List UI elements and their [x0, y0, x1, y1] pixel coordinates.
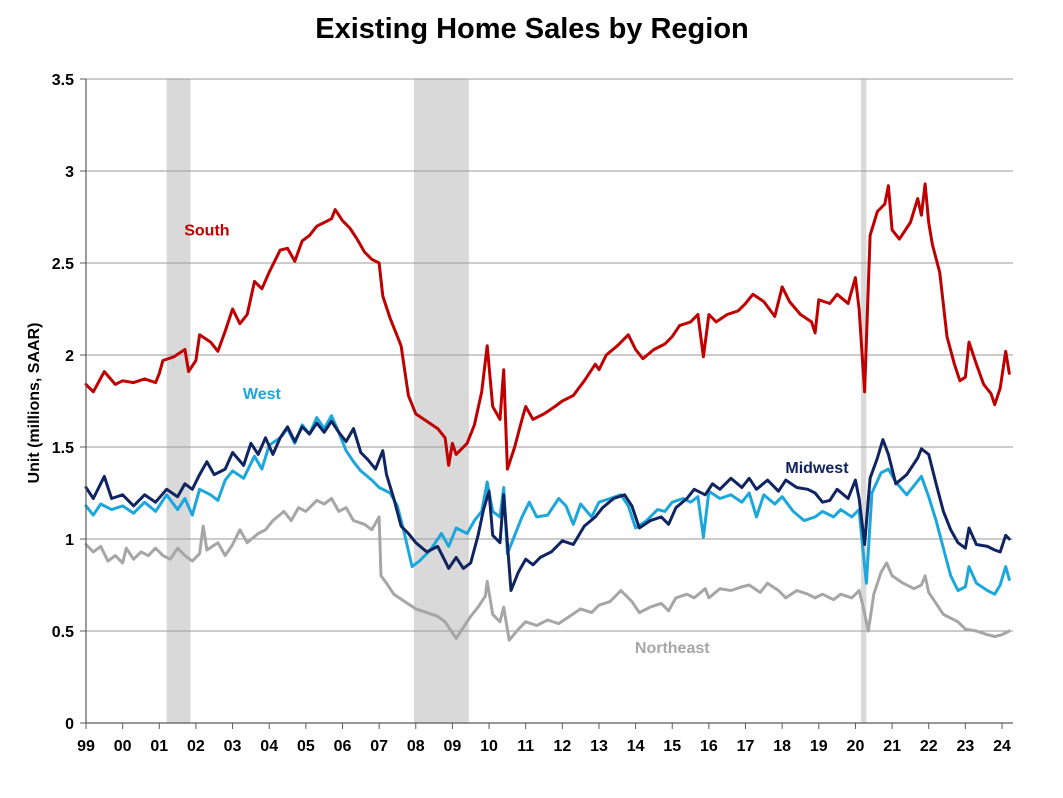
y-tick-labels: 0 0.5 1 1.5 2 2.5 3 3.5 — [52, 72, 74, 733]
x-tick-label-17: 16 — [700, 738, 718, 755]
x-tick-label-13: 12 — [553, 738, 571, 755]
recession-band-1 — [413, 79, 469, 723]
x-tick-label-8: 07 — [370, 738, 388, 755]
x-tick-label-18: 17 — [737, 738, 755, 755]
x-tick-label-25: 24 — [993, 738, 1011, 755]
x-tick-label-7: 06 — [334, 738, 352, 755]
south-series-label: South — [184, 222, 229, 239]
y-axis-label: Unit (millions, SAAR) — [26, 323, 43, 484]
series-labels: South West Midwest Northeast — [184, 222, 849, 657]
x-tick-label-1: 00 — [114, 738, 132, 755]
recession-band-2 — [860, 79, 867, 723]
x-tick-label-11: 10 — [480, 738, 498, 755]
y-tick-label-3: 1.5 — [52, 440, 74, 457]
y-tick-label-1: 0.5 — [52, 624, 74, 641]
west-series-label: West — [243, 386, 282, 403]
x-tick-label-23: 22 — [920, 738, 938, 755]
y-tick-label-4: 2 — [65, 348, 74, 365]
y-tick-label-2: 1 — [65, 532, 74, 549]
midwest-series-line — [84, 419, 1011, 592]
y-tick-label-5: 2.5 — [52, 256, 74, 273]
x-tick-label-5: 04 — [260, 738, 278, 755]
midwest-series-label: Midwest — [785, 460, 849, 477]
axes — [80, 78, 1013, 729]
x-tick-label-19: 18 — [773, 738, 791, 755]
chart-title: Existing Home Sales by Region — [315, 13, 749, 45]
y-tick-label-7: 3.5 — [52, 72, 74, 89]
x-tick-label-14: 13 — [590, 738, 608, 755]
y-tick-label-0: 0 — [65, 716, 74, 733]
x-tick-label-9: 08 — [407, 738, 425, 755]
x-tick-label-10: 09 — [444, 738, 462, 755]
y-tick-label-6: 3 — [65, 164, 74, 181]
x-tick-label-21: 20 — [847, 738, 865, 755]
x-tick-label-3: 02 — [187, 738, 205, 755]
series-lines — [84, 182, 1011, 642]
recession-bands — [166, 79, 867, 723]
x-tick-labels: 99 00 01 02 03 04 05 06 07 08 09 10 11 12 13 14 15 16 17 18… — [77, 738, 1011, 755]
x-tick-label-22: 21 — [883, 738, 901, 755]
x-tick-label-20: 19 — [810, 738, 828, 755]
x-tick-label-15: 14 — [627, 738, 645, 755]
recession-band-0 — [166, 79, 191, 723]
northeast-series-label: Northeast — [635, 640, 710, 657]
gridlines — [86, 78, 1013, 632]
west-series-line — [84, 414, 1011, 596]
x-tick-label-2: 01 — [150, 738, 168, 755]
x-tick-label-6: 05 — [297, 738, 315, 755]
x-tick-label-16: 15 — [663, 738, 681, 755]
x-tick-label-0: 99 — [77, 738, 95, 755]
northeast-series-line — [84, 497, 1011, 642]
x-tick-label-4: 03 — [224, 738, 242, 755]
x-tick-label-24: 23 — [956, 738, 974, 755]
south-series-line — [84, 182, 1011, 471]
x-tick-label-12: 11 — [517, 738, 534, 755]
